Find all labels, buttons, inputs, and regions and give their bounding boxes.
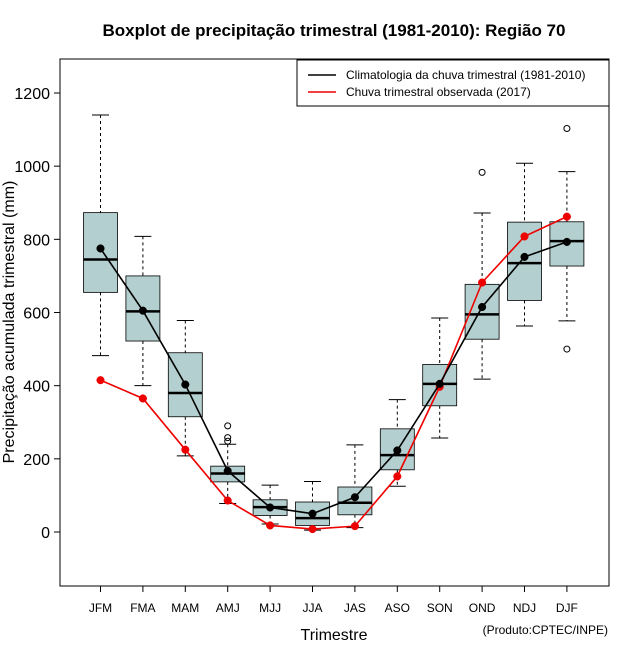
legend-box (296, 59, 610, 107)
x-tick-label: MJJ (259, 601, 281, 615)
plot-area-frame (59, 58, 610, 587)
series-point-climatology (562, 237, 571, 246)
chart-title: Boxplot de precipitação trimestral (1981… (103, 21, 566, 40)
series-observed (96, 212, 571, 534)
box-ond (464, 168, 500, 380)
y-tick-label: 1200 (14, 86, 50, 103)
series-point-climatology (435, 379, 444, 388)
outlier-point (224, 422, 232, 430)
x-tick-label: SON (427, 601, 453, 615)
series-point-observed (96, 376, 105, 385)
series-point-observed (223, 496, 232, 505)
x-tick-label: JAS (344, 601, 366, 615)
y-axis: 0 200 400 600 800 1000 1200 (14, 86, 60, 542)
series-point-climatology (138, 306, 147, 315)
series-point-climatology (266, 503, 275, 512)
x-tick-label: NDJ (513, 601, 536, 615)
outlier-point (224, 434, 232, 442)
y-tick-label: 400 (23, 379, 50, 396)
legend: Climatologia da chuva trimestral (1981-2… (296, 59, 610, 107)
x-tick-label: OND (469, 601, 496, 615)
series-lines (96, 212, 571, 534)
x-axis-label: Trimestre (301, 627, 368, 644)
x-tick-label: AMJ (216, 601, 240, 615)
series-point-climatology (308, 509, 317, 518)
series-point-climatology (96, 244, 105, 253)
box-jfm (83, 114, 118, 357)
outlier-point (224, 437, 232, 445)
y-axis-label: Precipitação acumulada trimestral (mm) (1, 181, 18, 464)
x-axis: JFM FMA MAM AMJ MJJ JJA JAS ASO SON OND NDJ DJF (89, 586, 578, 615)
series-point-climatology (181, 380, 190, 389)
x-tick-label: MAM (171, 601, 199, 615)
outlier-point (563, 124, 571, 132)
series-point-climatology (223, 466, 232, 475)
series-point-climatology (350, 493, 359, 502)
boxplot-boxes (83, 114, 585, 531)
outlier-point (563, 345, 571, 353)
x-tick-label: FMA (130, 601, 155, 615)
x-tick-label: ASO (385, 601, 410, 615)
series-point-observed (350, 522, 359, 531)
credit-text: (Produto:CPTEC/INPE) (483, 623, 608, 637)
series-point-observed (393, 472, 402, 481)
series-point-climatology (478, 302, 487, 312)
series-line-climatology (99, 241, 568, 515)
series-climatology (96, 237, 571, 518)
x-tick-label: JJA (302, 601, 322, 615)
series-point-climatology (520, 252, 529, 261)
box-son (422, 317, 458, 439)
outlier-point (478, 168, 486, 176)
x-tick-label: DJF (556, 601, 578, 615)
series-point-observed (520, 232, 529, 241)
series-point-observed (478, 278, 487, 287)
x-tick-label: JFM (89, 601, 112, 615)
box-jas (337, 444, 373, 529)
box-jja (295, 481, 330, 531)
legend-label-climatology: Climatologia da chuva trimestral (1981-2… (346, 68, 585, 82)
series-line-observed (100, 215, 568, 530)
series-point-observed (308, 525, 317, 534)
box-ndj (507, 162, 542, 327)
legend-label-observed: Chuva trimestral observada (2017) (346, 85, 531, 99)
box-amj (210, 422, 246, 504)
series-point-observed (266, 521, 275, 530)
series-point-observed (138, 394, 147, 403)
series-point-observed (562, 212, 571, 221)
y-tick-label: 200 (23, 452, 50, 469)
series-point-observed (181, 445, 190, 454)
y-tick-label: 800 (23, 232, 50, 249)
series-point-climatology (393, 446, 402, 455)
y-tick-label: 0 (41, 525, 50, 542)
y-tick-label: 1000 (14, 159, 50, 176)
y-tick-label: 600 (23, 306, 50, 323)
